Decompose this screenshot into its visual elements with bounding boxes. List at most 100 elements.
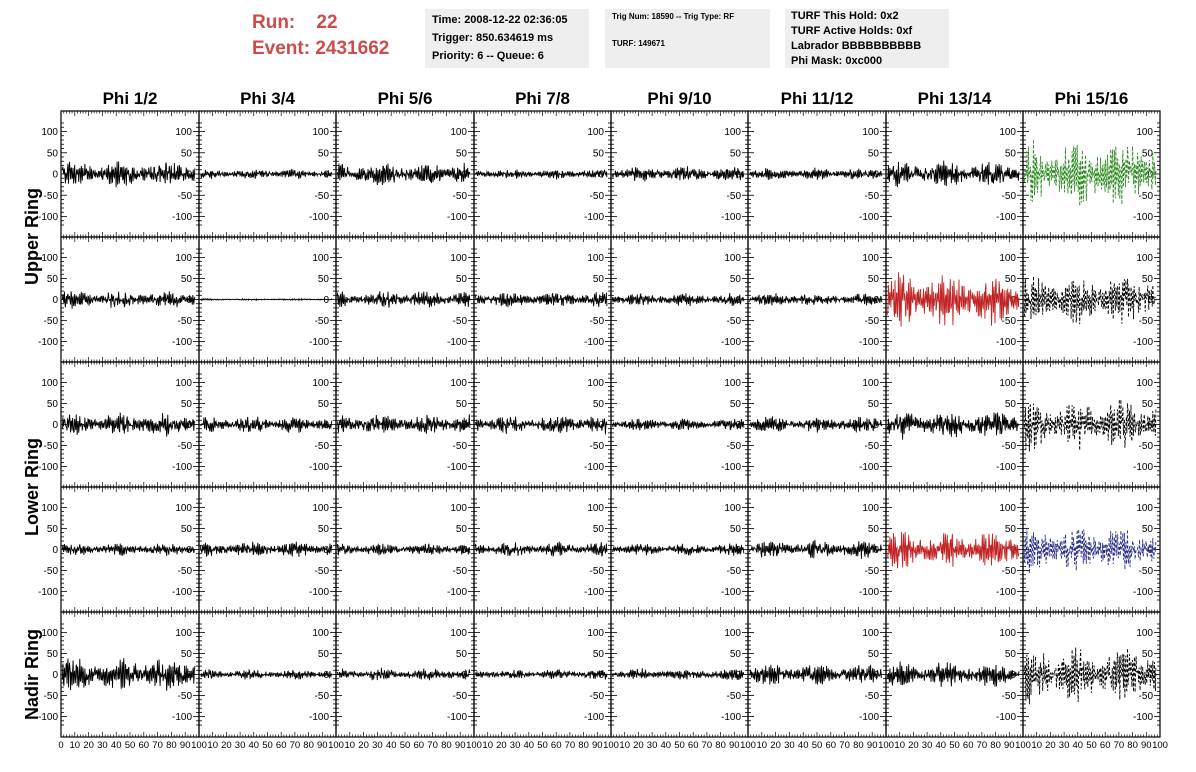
- waveform-panel: -100 -100 -50 -50 0 0 50 50 100 100: [38, 486, 200, 613]
- waveform-trace: [474, 292, 608, 308]
- column-title: Phi 5/6: [378, 89, 433, 108]
- waveform-trace: [336, 291, 471, 308]
- y-tick-label: 100: [312, 503, 329, 514]
- waveform-trace: [336, 542, 471, 556]
- y-tick-label: 50: [1142, 399, 1154, 410]
- column-title: Phi 3/4: [240, 89, 295, 108]
- y-tick-label: -50: [1139, 191, 1154, 202]
- waveform-panel: -100 -100 -50 -50 0 0 50 50 100 100: [38, 361, 200, 488]
- y-tick-label: -50: [727, 441, 742, 452]
- y-tick-label: -100: [172, 587, 192, 598]
- y-tick-label: -50: [453, 441, 468, 452]
- y-tick-label: -100: [859, 337, 879, 348]
- y-tick-label: 100: [862, 378, 879, 389]
- y-tick-label: -50: [590, 316, 605, 327]
- y-tick-label: -50: [865, 316, 880, 327]
- y-tick-label: 0: [1147, 170, 1153, 181]
- y-tick-label: -50: [44, 191, 59, 202]
- waveform-trace: [336, 162, 471, 186]
- y-tick-label: 100: [587, 253, 604, 264]
- y-tick-label: 50: [730, 524, 742, 535]
- y-tick-label: 50: [181, 524, 193, 535]
- y-tick-label: 50: [181, 148, 193, 159]
- y-tick-label: 0: [1147, 420, 1153, 431]
- y-tick-label: 0: [186, 545, 192, 556]
- y-tick-label: 100: [587, 503, 604, 514]
- y-tick-label: -100: [721, 587, 741, 598]
- y-tick-label: -50: [315, 441, 330, 452]
- trig-info-box: Trig Num: 18590 -- Trig Type: RF TURF: 1…: [605, 9, 770, 68]
- column-title: Phi 11/12: [781, 89, 854, 108]
- waveform-trace: [474, 169, 608, 180]
- waveform-trace: [200, 168, 333, 180]
- y-tick-label: 100: [862, 253, 879, 264]
- y-tick-label: -50: [453, 316, 468, 327]
- y-tick-label: -50: [865, 566, 880, 577]
- y-tick-label: -100: [1133, 212, 1153, 223]
- y-tick-label: -100: [584, 337, 604, 348]
- y-tick-label: -100: [721, 212, 741, 223]
- y-tick-label: 0: [52, 545, 58, 556]
- y-tick-label: 0: [52, 295, 58, 306]
- y-tick-label: -50: [727, 316, 742, 327]
- y-tick-label: 50: [730, 399, 742, 410]
- y-tick-label: -100: [447, 462, 467, 473]
- trigger-line: Trigger: 850.634619 ms: [432, 32, 554, 44]
- y-tick-label: -100: [996, 462, 1016, 473]
- y-tick-label: 0: [323, 545, 329, 556]
- y-tick-label: 100: [724, 127, 741, 138]
- y-tick-label: 0: [186, 420, 192, 431]
- waveform-trace: [61, 412, 196, 437]
- y-tick-label: 100: [175, 253, 192, 264]
- y-tick-label: -50: [1002, 441, 1017, 452]
- y-tick-label: -100: [447, 587, 467, 598]
- y-tick-label: 0: [52, 170, 58, 181]
- y-tick-label: 50: [593, 148, 605, 159]
- waveform-trace: [611, 292, 745, 307]
- event-value: 2431662: [315, 38, 390, 59]
- waveform-trace: [611, 418, 745, 431]
- y-tick-label: -100: [859, 587, 879, 598]
- event-label: Event:: [252, 38, 311, 59]
- y-tick-label: -50: [44, 566, 59, 577]
- y-tick-label: 100: [999, 253, 1016, 264]
- y-tick-label: -50: [315, 566, 330, 577]
- column-title: Phi 7/8: [515, 89, 570, 108]
- y-tick-label: 50: [593, 274, 605, 285]
- priority-line: Priority: 6 -- Queue: 6: [432, 50, 544, 62]
- y-tick-label: -50: [590, 566, 605, 577]
- y-tick-label: -50: [178, 191, 193, 202]
- y-tick-label: -50: [590, 441, 605, 452]
- y-tick-label: -100: [1133, 462, 1153, 473]
- y-tick-label: -100: [996, 212, 1016, 223]
- y-tick-label: -100: [721, 337, 741, 348]
- y-tick-label: 50: [1005, 148, 1017, 159]
- y-tick-label: -100: [172, 337, 192, 348]
- waveform-trace: [61, 543, 196, 556]
- y-tick-label: -100: [38, 337, 58, 348]
- y-tick-label: 50: [318, 274, 330, 285]
- waveform-trace: [1023, 399, 1157, 452]
- time-info-box: Time: 2008-12-22 02:36:05 Trigger: 850.6…: [425, 9, 589, 68]
- y-tick-label: 100: [587, 378, 604, 389]
- y-tick-label: 100: [312, 378, 329, 389]
- y-tick-label: 100: [450, 253, 467, 264]
- column-title: Phi 9/10: [647, 89, 711, 108]
- y-tick-label: 50: [47, 399, 59, 410]
- waveform-trace: [61, 291, 196, 309]
- waveform-trace: [61, 161, 196, 188]
- y-tick-label: 50: [1142, 274, 1154, 285]
- waveform-trace: [474, 541, 608, 557]
- turf-active-line: TURF Active Holds: 0xf: [791, 25, 913, 37]
- y-tick-label: 100: [312, 127, 329, 138]
- waveform-trace: [200, 416, 333, 433]
